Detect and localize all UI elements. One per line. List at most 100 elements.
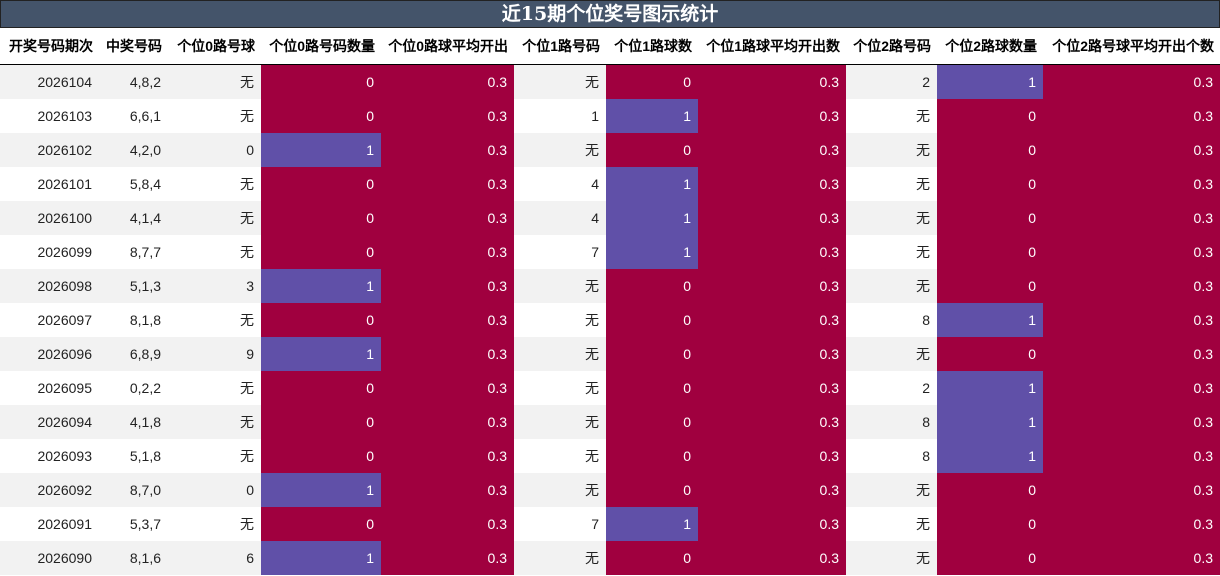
table-cell: 0.3 [1043, 99, 1220, 133]
table-cell: 0.3 [381, 167, 514, 201]
table-cell: 无 [514, 371, 606, 405]
column-header[interactable]: 个位1路球平均开出数 [698, 28, 846, 65]
table-cell: 8,7,7 [99, 235, 168, 269]
table-cell: 0.3 [1043, 201, 1220, 235]
table-cell: 0 [606, 473, 698, 507]
column-header[interactable]: 个位0路号码数量 [261, 28, 381, 65]
table-cell: 0 [261, 167, 381, 201]
stats-table: 开奖号码期次 中奖号码 个位0路号球 个位0路号码数量 个位0路球平均开出 个位1路号码个… [0, 28, 1220, 575]
table-cell: 0 [606, 405, 698, 439]
table-cell: 无 [168, 439, 261, 473]
table-cell: 4,8,2 [99, 64, 168, 99]
table-cell: 无 [168, 303, 261, 337]
table-cell: 2026091 [0, 507, 99, 541]
table-cell: 无 [846, 133, 937, 167]
table-cell: 无 [514, 269, 606, 303]
table-cell: 8,1,8 [99, 303, 168, 337]
table-cell: 0 [261, 99, 381, 133]
table-cell: 2026090 [0, 541, 99, 575]
table-row: 2026104 4,8,2 无 0 0.3 无 0 0.3 2 1 0.3 [0, 64, 1220, 99]
column-header[interactable]: 个位2路球数量 [937, 28, 1043, 65]
table-cell: 6 [168, 541, 261, 575]
table-cell: 0 [937, 99, 1043, 133]
table-cell: 0.3 [1043, 64, 1220, 99]
table-cell: 1 [261, 269, 381, 303]
table-cell: 0.3 [1043, 337, 1220, 371]
table-cell: 1 [261, 541, 381, 575]
table-cell: 0.3 [381, 337, 514, 371]
table-cell: 1 [606, 167, 698, 201]
table-cell: 0.3 [698, 99, 846, 133]
table-cell: 2026096 [0, 337, 99, 371]
table-cell: 2026095 [0, 371, 99, 405]
column-header[interactable]: 个位1路号码 [514, 28, 606, 65]
table-cell: 无 [168, 99, 261, 133]
table-cell: 5,1,8 [99, 439, 168, 473]
table-cell: 0 [168, 133, 261, 167]
table-cell: 0.3 [381, 64, 514, 99]
table-cell: 4,1,8 [99, 405, 168, 439]
table-cell: 0 [937, 337, 1043, 371]
table-cell: 无 [514, 541, 606, 575]
table-row: 2026095 0,2,2 无 0 0.3 无 0 0.3 2 1 0.3 [0, 371, 1220, 405]
table-cell: 0.3 [698, 64, 846, 99]
table-cell: 0 [937, 133, 1043, 167]
column-header[interactable]: 个位2路号码 [846, 28, 937, 65]
table-cell: 0,2,2 [99, 371, 168, 405]
table-cell: 1 [606, 507, 698, 541]
table-cell: 2026092 [0, 473, 99, 507]
table-cell: 0.3 [1043, 439, 1220, 473]
table-cell: 0 [937, 235, 1043, 269]
table-cell: 0.3 [381, 507, 514, 541]
table-cell: 无 [846, 201, 937, 235]
table-cell: 0 [606, 439, 698, 473]
table-cell: 0.3 [1043, 507, 1220, 541]
table-row: 2026102 4,2,0 0 1 0.3 无 0 0.3 无 0 0.3 [0, 133, 1220, 167]
table-cell: 0.3 [698, 371, 846, 405]
table-cell: 无 [846, 337, 937, 371]
table-cell: 1 [937, 64, 1043, 99]
table-cell: 无 [514, 303, 606, 337]
table-cell: 无 [514, 439, 606, 473]
table-cell: 7 [514, 507, 606, 541]
table-cell: 1 [606, 201, 698, 235]
table-cell: 1 [261, 473, 381, 507]
table-cell: 0.3 [1043, 405, 1220, 439]
table-cell: 无 [514, 337, 606, 371]
table-cell: 2 [846, 371, 937, 405]
table-cell: 2026104 [0, 64, 99, 99]
table-cell: 0 [606, 64, 698, 99]
table-cell: 1 [937, 303, 1043, 337]
column-header[interactable]: 中奖号码 [99, 28, 168, 65]
column-header[interactable]: 开奖号码期次 [0, 28, 99, 65]
table-cell: 0 [606, 269, 698, 303]
column-header[interactable]: 个位2路号球平均开出个数 [1043, 28, 1220, 65]
table-cell: 0 [261, 303, 381, 337]
table-cell: 0.3 [698, 405, 846, 439]
table-cell: 0.3 [698, 133, 846, 167]
table-cell: 0.3 [698, 473, 846, 507]
table-row: 2026100 4,1,4 无 0 0.3 4 1 0.3 无 0 0.3 [0, 201, 1220, 235]
table-cell: 6,8,9 [99, 337, 168, 371]
table-cell: 无 [846, 235, 937, 269]
table-cell: 无 [514, 405, 606, 439]
table-cell: 1 [937, 405, 1043, 439]
table-cell: 0 [261, 405, 381, 439]
page-title: 近15期个位奖号图示统计 [0, 0, 1220, 28]
table-cell: 0.3 [381, 303, 514, 337]
table-cell: 1 [606, 235, 698, 269]
column-header[interactable]: 个位0路球平均开出 [381, 28, 514, 65]
column-header[interactable]: 个位1路球数 [606, 28, 698, 65]
table-cell: 无 [168, 64, 261, 99]
table-cell: 0.3 [1043, 133, 1220, 167]
table-cell: 2026097 [0, 303, 99, 337]
table-row: 2026099 8,7,7 无 0 0.3 7 1 0.3 无 0 0.3 [0, 235, 1220, 269]
table-cell: 0.3 [1043, 541, 1220, 575]
table-row: 2026098 5,1,3 3 1 0.3 无 0 0.3 无 0 0.3 [0, 269, 1220, 303]
table-cell: 无 [168, 167, 261, 201]
column-header[interactable]: 个位0路号球 [168, 28, 261, 65]
table-cell: 8 [846, 439, 937, 473]
table-cell: 0 [606, 133, 698, 167]
table-cell: 0.3 [381, 405, 514, 439]
table-cell: 0 [937, 269, 1043, 303]
